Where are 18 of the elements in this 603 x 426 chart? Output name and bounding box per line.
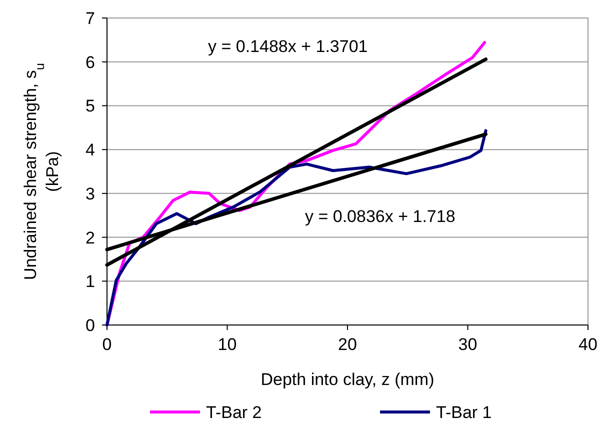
- annotation: y = 0.1488x + 1.3701: [208, 37, 368, 56]
- x-tick-label: 10: [218, 335, 237, 354]
- x-axis-title: Depth into clay, z (mm): [260, 370, 434, 389]
- y-tick-label: 6: [86, 52, 95, 72]
- y-tick-label: 1: [86, 272, 95, 292]
- y-tick-label: 4: [86, 140, 95, 160]
- x-tick-label: 40: [578, 335, 598, 354]
- y-tick-label: 5: [86, 96, 95, 116]
- y-tick-label: 0: [86, 316, 95, 335]
- x-tick-label: 0: [102, 335, 112, 354]
- y-tick-label: 2: [86, 228, 95, 248]
- y-tick-label: 3: [86, 184, 95, 204]
- y-tick-label: 7: [86, 9, 95, 28]
- legend-label: T-Bar 1: [436, 403, 492, 422]
- x-tick-label: 20: [338, 335, 357, 354]
- annotation: y = 0.0836x + 1.718: [305, 207, 456, 226]
- x-tick-label: 30: [458, 335, 478, 354]
- legend-label: T-Bar 2: [206, 403, 262, 422]
